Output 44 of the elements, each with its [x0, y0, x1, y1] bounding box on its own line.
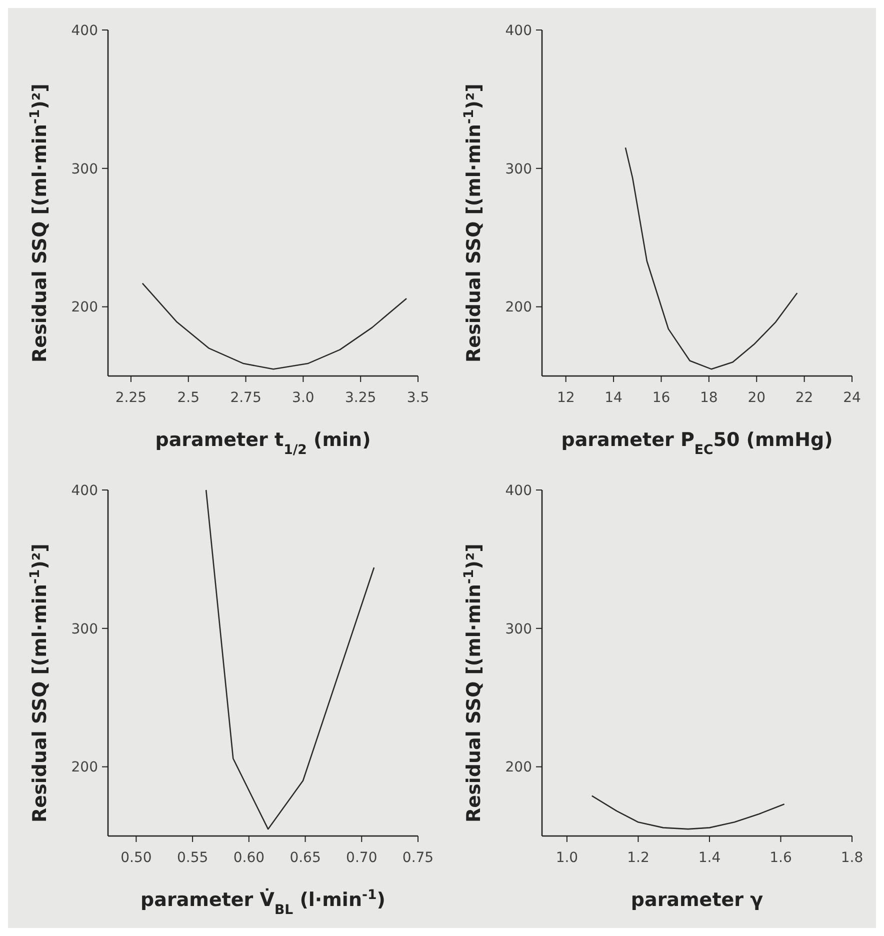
x-tick-label: 2.25 — [115, 390, 147, 406]
x-tick-label: 16 — [652, 390, 670, 406]
y-tick-label: 400 — [505, 22, 532, 39]
x-tick-label: 14 — [604, 390, 623, 406]
line-series — [624, 146, 798, 370]
x-tick-label: 0.60 — [233, 850, 264, 866]
x-axis-title: parameter γ — [630, 889, 764, 911]
x-axis-title: parameter V̇$_{BL}$ (l·min$^{-1}$) — [140, 888, 386, 918]
y-tick-label: 200 — [505, 760, 532, 776]
y-tick-label: 200 — [71, 300, 98, 316]
x-tick-label: 1.0 — [556, 850, 578, 866]
y-tick-label: 200 — [71, 760, 98, 776]
x-tick-label: 1.4 — [698, 850, 721, 866]
x-tick-label: 18 — [700, 390, 718, 406]
x-axis-title: parameter t$_{1/2}$ (min) — [155, 429, 371, 458]
y-tick-label: 200 — [505, 300, 532, 316]
line-series — [142, 282, 408, 370]
x-tick-label: 24 — [843, 390, 861, 406]
y-tick-label: 300 — [505, 621, 532, 638]
x-tick-label: 2.5 — [177, 390, 200, 406]
x-tick-label: 1.2 — [627, 850, 650, 866]
x-tick-label: 22 — [795, 390, 814, 406]
x-tick-label: 3.25 — [345, 390, 376, 406]
y-tick-label: 300 — [505, 161, 532, 178]
x-tick-label: 0.65 — [290, 850, 321, 866]
x-tick-label: 1.8 — [840, 850, 864, 866]
line-series — [591, 795, 785, 830]
x-tick-label: 2.75 — [230, 390, 262, 406]
x-tick-label: 0.70 — [346, 850, 378, 866]
y-tick-label: 400 — [71, 22, 98, 39]
y-tick-label: 300 — [71, 621, 98, 638]
x-tick-label: 0.55 — [176, 850, 208, 866]
x-tick-label: 12 — [556, 390, 575, 406]
y-tick-label: 400 — [505, 482, 532, 499]
x-tick-label: 0.75 — [402, 850, 434, 866]
x-axis-title: parameter P$_{EC}$50 (mmHg) — [561, 429, 833, 458]
x-tick-label: 3.5 — [406, 390, 430, 406]
x-tick-label: 1.6 — [770, 850, 792, 866]
x-tick-label: 3.0 — [292, 390, 314, 406]
y-tick-label: 300 — [71, 161, 98, 178]
line-series — [205, 489, 375, 830]
y-tick-label: 400 — [71, 482, 98, 499]
x-tick-label: 20 — [748, 390, 766, 406]
x-tick-label: 0.50 — [120, 850, 152, 866]
